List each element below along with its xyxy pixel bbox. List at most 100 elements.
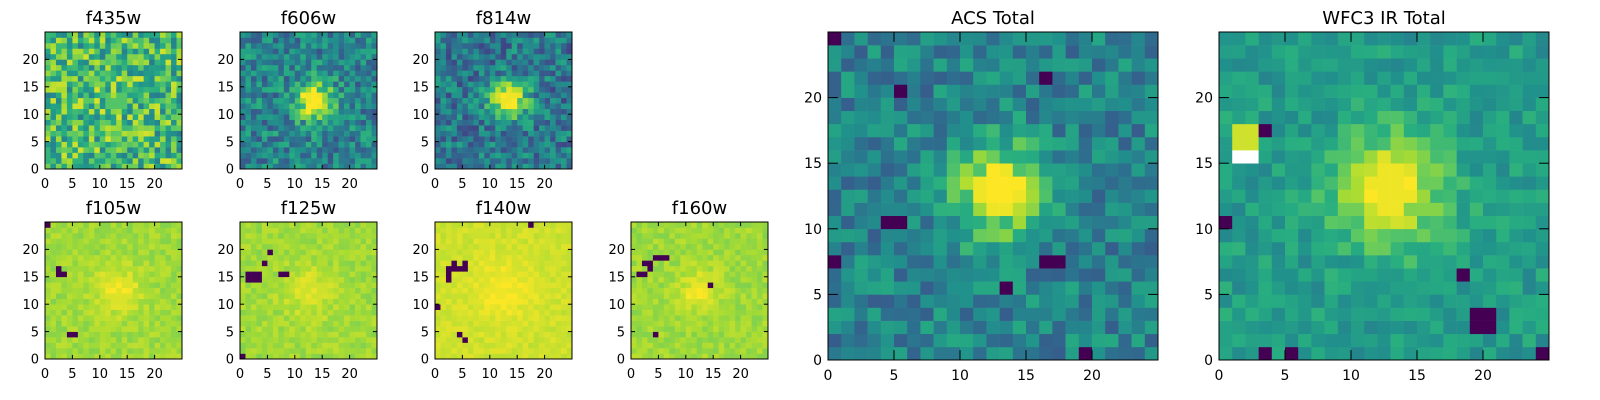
- pixel: [751, 342, 758, 349]
- pixel: [327, 265, 334, 272]
- pixel: [267, 125, 274, 131]
- pixel: [154, 81, 161, 88]
- pixel: [338, 331, 345, 338]
- pixel: [272, 114, 279, 120]
- pixel: [462, 227, 469, 234]
- pixel: [528, 103, 534, 110]
- pixel: [261, 353, 268, 360]
- pixel: [550, 92, 556, 99]
- pixel: [550, 163, 556, 170]
- pixel: [267, 271, 274, 278]
- pixel: [696, 353, 703, 360]
- pixel: [143, 243, 150, 250]
- pixel: [435, 254, 441, 261]
- pixel: [762, 348, 769, 354]
- pixel: [500, 342, 507, 349]
- pixel: [462, 293, 469, 300]
- pixel: [300, 309, 307, 316]
- pixel: [294, 97, 301, 104]
- pixel: [1012, 241, 1027, 256]
- pixel: [300, 315, 307, 321]
- pixel: [467, 254, 474, 261]
- pixel: [154, 309, 161, 316]
- pixel: [566, 309, 573, 316]
- pixel: [702, 293, 709, 300]
- pixel: [506, 271, 513, 278]
- pixel: [116, 81, 123, 88]
- pixel: [724, 331, 730, 338]
- pixel: [685, 232, 692, 239]
- pixel: [641, 222, 648, 228]
- pixel: [311, 265, 318, 272]
- pixel: [94, 152, 101, 159]
- pixel: [283, 298, 290, 305]
- pixel: [245, 48, 252, 55]
- pixel: [539, 53, 545, 60]
- pixel: [1065, 202, 1080, 216]
- pixel: [61, 64, 68, 71]
- pixel: [506, 320, 513, 327]
- pixel: [973, 202, 987, 216]
- pixel: [165, 304, 172, 310]
- pixel: [707, 232, 714, 239]
- pixel: [366, 222, 372, 228]
- pixel: [349, 238, 356, 245]
- pixel: [272, 86, 279, 93]
- pixel: [1052, 268, 1066, 282]
- pixel: [999, 163, 1014, 177]
- pixel: [1052, 320, 1066, 335]
- pixel: [55, 64, 62, 71]
- pixel: [473, 353, 480, 360]
- pixel: [544, 108, 551, 115]
- pixel: [854, 307, 868, 321]
- pixel: [305, 298, 312, 305]
- pixel: [138, 86, 144, 93]
- pixel: [261, 130, 268, 137]
- pixel: [1131, 333, 1146, 348]
- pixel: [456, 287, 463, 294]
- pixel: [171, 309, 177, 316]
- pixel: [647, 271, 654, 278]
- pixel: [555, 152, 562, 159]
- pixel: [462, 158, 469, 164]
- pixel: [539, 353, 545, 360]
- pixel: [267, 337, 274, 343]
- pixel: [641, 254, 648, 261]
- pixel: [484, 348, 491, 354]
- pixel: [973, 268, 987, 282]
- pixel: [484, 254, 491, 261]
- pixel: [110, 86, 117, 93]
- pixel: [116, 331, 123, 338]
- pixel: [311, 163, 318, 170]
- pixel: [528, 265, 534, 272]
- pixel: [311, 59, 318, 66]
- pixel: [88, 59, 95, 66]
- pixel: [132, 141, 139, 148]
- pixel: [451, 114, 458, 120]
- pixel: [121, 320, 128, 327]
- plot-frame: [239, 31, 378, 170]
- pixel: [311, 282, 318, 289]
- pixel: [440, 152, 447, 159]
- pixel: [867, 346, 882, 361]
- pixel: [533, 243, 540, 250]
- pixel: [907, 346, 921, 361]
- pixel: [641, 326, 648, 332]
- pixel: [316, 348, 323, 354]
- pixel: [88, 222, 95, 228]
- pixel: [495, 64, 502, 71]
- pixel: [669, 326, 676, 332]
- pixel: [50, 103, 57, 110]
- pixel: [149, 108, 155, 115]
- pixel: [289, 92, 296, 99]
- pixel: [138, 136, 144, 142]
- pixel: [462, 320, 469, 327]
- pixel: [762, 309, 769, 316]
- pixel: [294, 152, 301, 159]
- pixel: [127, 331, 133, 338]
- pixel: [165, 130, 172, 137]
- pixel: [245, 260, 252, 267]
- pixel: [99, 75, 106, 82]
- pixel: [294, 42, 301, 49]
- pixel: [539, 125, 545, 131]
